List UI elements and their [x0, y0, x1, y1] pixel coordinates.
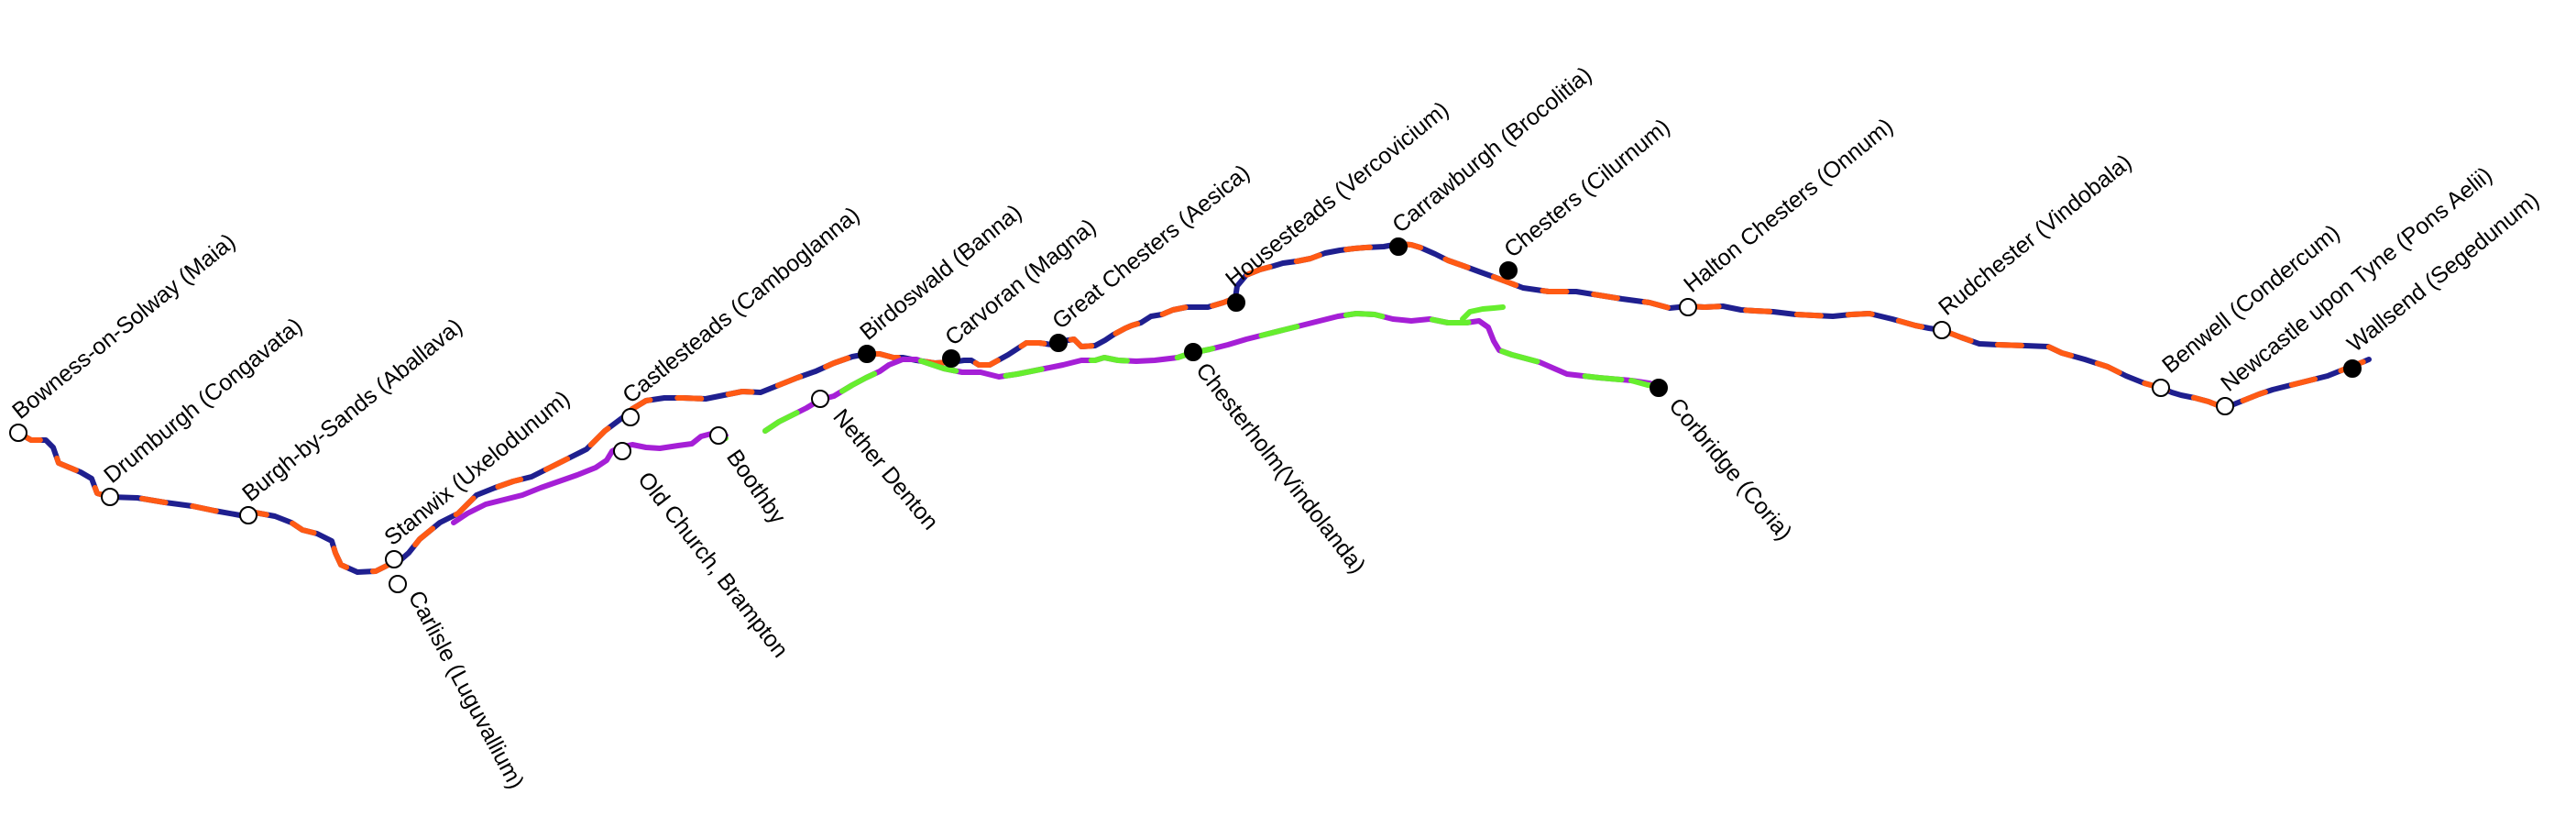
major-fort-marker [858, 345, 876, 363]
station-label: Corbridge (Coria) [1663, 393, 1797, 546]
stanegate-western-segment [451, 430, 729, 525]
station-carlisle[interactable]: Carlisle (Luguvallium) [389, 575, 530, 793]
major-fort-marker [1650, 379, 1668, 397]
station-chesterholm[interactable]: Chesterholm(Vindolanda) [1184, 343, 1371, 579]
station-halton[interactable]: Halton Chesters (Onnum) [1679, 114, 1898, 316]
major-fort-marker [1499, 261, 1518, 280]
stations: Bowness-on-Solway (Maia) Drumburgh (Cong… [7, 61, 2544, 793]
minor-fort-marker [385, 550, 403, 568]
minor-fort-marker [1933, 321, 1951, 339]
station-boothby[interactable]: Boothby [709, 426, 791, 529]
minor-fort-marker [709, 426, 728, 445]
stanegate-branch-segment [1460, 304, 1506, 322]
station-rudchester[interactable]: Rudchester (Vindobala) [1933, 149, 2137, 339]
major-fort-marker [1049, 334, 1068, 352]
station-label: Chesterholm(Vindolanda) [1190, 358, 1370, 578]
major-fort-marker [1184, 343, 1202, 361]
stanegate-central-dashes [762, 311, 1663, 434]
minor-fort-marker [9, 424, 27, 442]
station-stanwix[interactable]: Stanwix (Uxelodunum) [379, 386, 575, 568]
minor-fort-marker [1679, 298, 1697, 316]
major-fort-marker [1227, 293, 1245, 312]
station-corbridge[interactable]: Corbridge (Coria) [1650, 379, 1797, 546]
major-fort-marker [1389, 237, 1408, 256]
major-fort-marker [942, 349, 960, 368]
minor-fort-marker [2152, 379, 2170, 397]
station-oldchurch[interactable]: Old Church, Brampton [613, 442, 793, 663]
station-label: Nether Denton [828, 404, 943, 535]
stanegate-route [451, 304, 1663, 525]
major-fort-marker [2343, 359, 2362, 378]
station-label: Birdoswald (Banna) [855, 200, 1026, 346]
minor-fort-marker [613, 442, 631, 460]
minor-fort-marker [389, 575, 407, 593]
minor-fort-marker [2216, 397, 2234, 415]
station-label: Carlisle (Luguvallium) [403, 587, 530, 793]
minor-fort-marker [239, 506, 258, 524]
station-netherdenton[interactable]: Nether Denton [811, 390, 943, 535]
station-label: Boothby [721, 445, 791, 529]
station-label: Rudchester (Vindobala) [1934, 149, 2136, 321]
station-greatchesters[interactable]: Great Chesters (Aesica) [1047, 160, 1255, 352]
station-label: Carvoran (Magna) [940, 214, 1101, 350]
minor-fort-marker [811, 390, 829, 408]
minor-fort-marker [621, 408, 640, 426]
station-carrawburgh[interactable]: Carrawburgh (Brocolitia) [1387, 61, 1596, 256]
minor-fort-marker [101, 488, 119, 506]
station-label: Castlesteads (Camboglanna) [618, 202, 864, 409]
station-label: Halton Chesters (Onnum) [1679, 114, 1898, 298]
